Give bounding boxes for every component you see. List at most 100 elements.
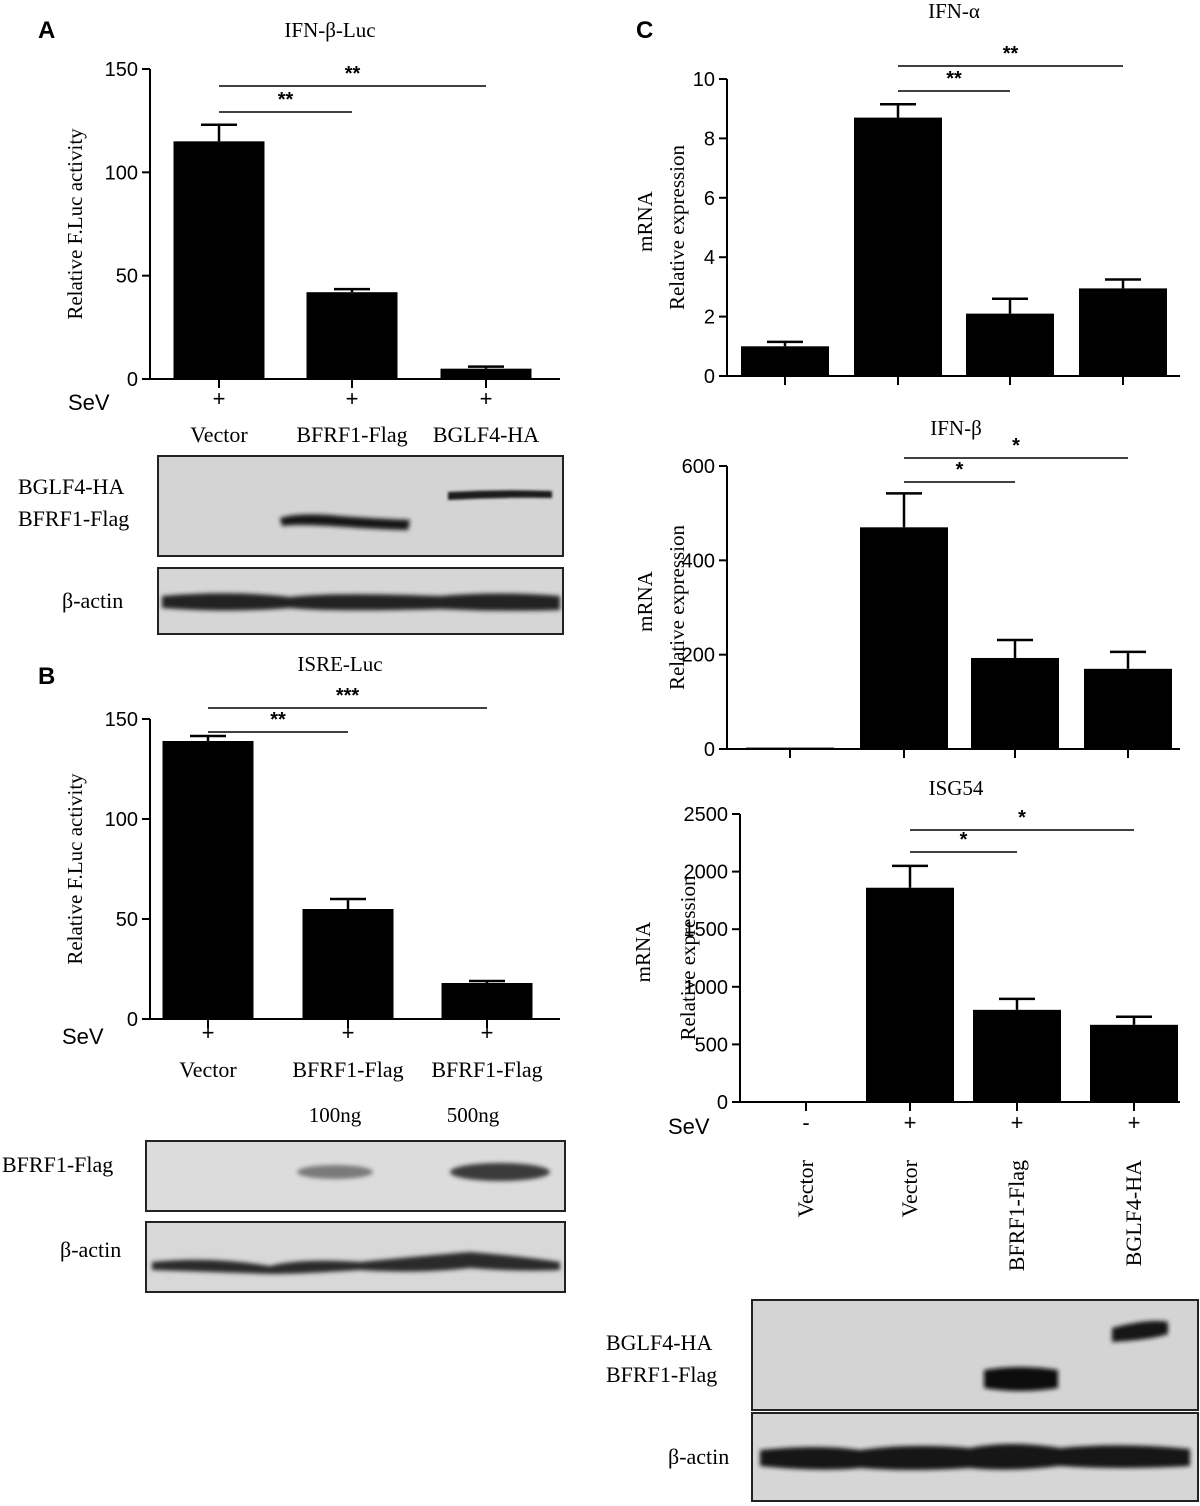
category-label: BGLF4-HA (433, 422, 539, 447)
blot-band-bfrf1-flag (280, 514, 410, 530)
sev-sign: + (346, 386, 359, 411)
bar (1079, 288, 1167, 376)
chart-isg54: ISG54 0 500 1000 1500 2000 2500 Relative expres… (631, 776, 1180, 1271)
y-tick-label: 4 (704, 247, 715, 269)
panel-letter-b: B (38, 663, 55, 690)
bar (746, 747, 834, 749)
y-tick-label: 0 (127, 369, 138, 391)
y-tick-label: 2000 (684, 862, 729, 884)
bar (854, 117, 942, 377)
category-label: BFRF1-Flag (1004, 1160, 1029, 1271)
blot-label-bglf4-ha: BGLF4-HA (18, 474, 124, 499)
sev-row-label: SeV (68, 390, 110, 415)
significance-label: ** (946, 68, 962, 90)
blot-b-actin-membrane (145, 1221, 566, 1293)
bar (866, 887, 954, 1102)
significance-label: ** (345, 63, 361, 85)
chart-ifn-beta: IFN-β 0 200 400 600 Relative expression mRNA * * (633, 416, 1180, 761)
chart-isre-luc: ISRE-Luc 0 50 100 150 Relative F.Luc activity… (62, 652, 560, 1082)
y-tick-label: 1500 (684, 919, 729, 941)
blot-band-actin-b (152, 1252, 560, 1274)
sev-sign: + (1011, 1110, 1024, 1135)
chart-title: ISRE-Luc (297, 652, 382, 676)
bar (440, 368, 532, 379)
y-tick-label: 0 (704, 739, 715, 761)
blot-label-bfrf1-flag: BFRF1-Flag (18, 506, 129, 531)
y-axis-label-unit: mRNA (633, 570, 657, 632)
y-tick-label: 2500 (684, 804, 729, 826)
category-label: BFRF1-Flag (431, 1057, 542, 1082)
y-tick-label: 600 (682, 456, 715, 478)
y-axis-label: Relative expression (665, 524, 689, 690)
blot-a-target-membrane (157, 455, 564, 557)
panel-letter-c: C (636, 17, 653, 44)
blot-band-bglf4-ha (448, 490, 552, 500)
y-tick-label: 0 (127, 1009, 138, 1031)
chart-ifn-beta-luc: IFN-β-Luc 0 50 100 150 Relative F.Luc activit… (63, 18, 560, 447)
y-tick-label: 50 (116, 909, 138, 931)
bar (173, 141, 265, 379)
sev-sign: + (481, 1020, 494, 1045)
y-tick-label: 2 (704, 307, 715, 329)
y-axis-label: Relative expression (676, 875, 700, 1041)
significance-label: * (1012, 435, 1020, 457)
y-axis-label-unit: mRNA (631, 921, 655, 983)
significance-label: * (956, 459, 964, 481)
significance-label: ** (278, 89, 294, 111)
y-tick-label: 150 (105, 59, 138, 81)
blot-label-bfrf1-flag-c: BFRF1-Flag (606, 1362, 717, 1387)
dose-label-100ng: 100ng (309, 1103, 362, 1127)
chart-title: IFN-β-Luc (284, 18, 375, 42)
chart-title: IFN-β (930, 416, 982, 440)
category-label: BFRF1-Flag (292, 1057, 403, 1082)
bar (302, 909, 394, 1019)
chart-ifn-alpha: IFN-α 0 2 4 6 8 10 Relative expression mRNA ** ** (633, 0, 1180, 388)
bar (741, 346, 829, 376)
y-tick-label: 100 (105, 809, 138, 831)
y-tick-label: 0 (704, 366, 715, 388)
y-axis-label: Relative expression (665, 144, 689, 310)
blot-label-bglf4-ha-c: BGLF4-HA (606, 1330, 712, 1355)
y-axis-label-unit: mRNA (633, 190, 657, 252)
blot-band-actin-c (760, 1444, 1190, 1470)
significance-label: * (960, 829, 968, 851)
y-axis-label: Relative F.Luc activity (63, 773, 87, 965)
y-tick-label: 500 (695, 1034, 728, 1056)
blot-c-target-membrane (751, 1299, 1199, 1411)
y-tick-label: 50 (116, 266, 138, 288)
sev-sign: + (904, 1110, 917, 1135)
sev-sign: + (1128, 1110, 1141, 1135)
bar (162, 741, 254, 1019)
bar (306, 292, 398, 379)
y-tick-label: 1000 (684, 977, 729, 999)
sev-row-label: SeV (62, 1024, 104, 1049)
sev-sign: + (202, 1020, 215, 1045)
panel-letter-a: A (38, 17, 55, 44)
bar (1090, 1024, 1178, 1102)
blot-label-bfrf1-flag-b: BFRF1-Flag (2, 1152, 113, 1177)
y-tick-label: 100 (105, 162, 138, 184)
category-label: Vector (897, 1159, 922, 1217)
sev-sign: - (802, 1110, 809, 1135)
category-label: BFRF1-Flag (296, 422, 407, 447)
blot-band-bglf4-ha-c (1112, 1320, 1168, 1342)
y-axis-label: Relative F.Luc activity (63, 128, 87, 320)
category-label: Vector (793, 1159, 818, 1217)
sev-sign: + (213, 386, 226, 411)
sev-row-label: SeV (668, 1114, 710, 1139)
chart-title: ISG54 (929, 776, 984, 800)
blot-label-actin-a: β-actin (62, 588, 123, 613)
category-label: BGLF4-HA (1121, 1160, 1146, 1266)
western-blot-c: BGLF4-HA BFRF1-Flag β-actin (606, 1299, 1199, 1502)
y-tick-label: 8 (704, 128, 715, 150)
significance-label: * (1018, 807, 1026, 829)
sev-sign: + (480, 386, 493, 411)
y-tick-label: 200 (682, 645, 715, 667)
western-blot-a: BGLF4-HA BFRF1-Flag β-actin (18, 455, 564, 635)
blot-band-bfrf1-500ng (450, 1163, 550, 1181)
significance-label: *** (336, 685, 360, 707)
category-label: Vector (190, 422, 248, 447)
bar (441, 983, 533, 1019)
bar (966, 313, 1054, 376)
